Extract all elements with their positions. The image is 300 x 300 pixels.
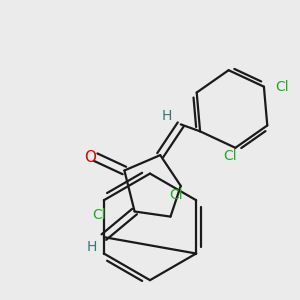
Text: Cl: Cl	[92, 208, 106, 222]
Text: Cl: Cl	[275, 80, 289, 94]
Text: Cl: Cl	[224, 149, 237, 163]
Text: O: O	[85, 150, 97, 165]
Text: H: H	[86, 240, 97, 254]
Text: Cl: Cl	[169, 188, 182, 202]
Text: H: H	[161, 109, 172, 123]
